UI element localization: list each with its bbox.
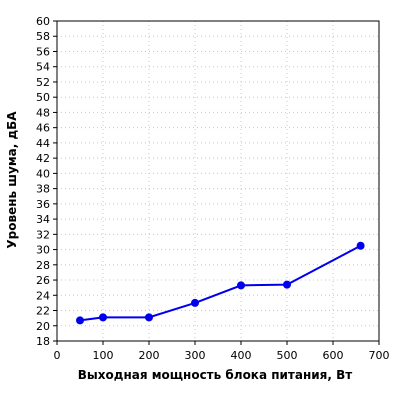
y-tick-label: 38 bbox=[36, 183, 50, 196]
x-tick-label: 400 bbox=[231, 349, 252, 362]
y-tick-label: 32 bbox=[36, 228, 50, 241]
data-point bbox=[356, 241, 365, 250]
x-axis-title: Выходная мощность блока питания, Вт bbox=[78, 368, 353, 382]
x-tick-label: 500 bbox=[277, 349, 298, 362]
y-tick-label: 54 bbox=[36, 61, 50, 74]
data-point bbox=[237, 281, 245, 290]
data-point bbox=[99, 313, 107, 322]
y-tick-label: 24 bbox=[36, 289, 50, 302]
series-line bbox=[79, 244, 362, 322]
series-group bbox=[76, 241, 365, 325]
x-axis: 0 100 200 300 400 500 600 700 bbox=[54, 341, 390, 362]
y-tick-label: 44 bbox=[36, 137, 50, 150]
x-tick-label: 300 bbox=[185, 349, 206, 362]
data-point bbox=[191, 298, 199, 307]
y-tick-label: 46 bbox=[36, 122, 50, 135]
y-tick-label: 18 bbox=[36, 335, 50, 348]
x-tick-label: 600 bbox=[323, 349, 344, 362]
x-tick-label: 100 bbox=[93, 349, 114, 362]
y-tick-label: 28 bbox=[36, 259, 50, 272]
data-point bbox=[145, 313, 153, 322]
y-tick-label: 20 bbox=[36, 320, 50, 333]
y-tick-label: 56 bbox=[36, 45, 50, 58]
y-tick-label: 40 bbox=[36, 167, 50, 180]
y-tick-label: 30 bbox=[36, 244, 50, 257]
plot-frame bbox=[56, 20, 380, 342]
x-tick-label: 700 bbox=[369, 349, 390, 362]
y-tick-label: 26 bbox=[36, 274, 50, 287]
y-tick-label: 52 bbox=[36, 76, 50, 89]
y-tick-label: 22 bbox=[36, 305, 50, 318]
y-tick-label: 42 bbox=[36, 152, 50, 165]
data-point bbox=[283, 280, 291, 289]
y-tick-label: 48 bbox=[36, 106, 50, 119]
y-tick-label: 58 bbox=[36, 30, 50, 43]
x-tick-label: 0 bbox=[54, 349, 61, 362]
y-axis: 18 20 22 24 26 28 30 32 34 36 38 40 42 44 46 48 50 52 54 56… bbox=[36, 15, 57, 348]
data-point bbox=[76, 316, 84, 325]
y-tick-label: 34 bbox=[36, 213, 50, 226]
grid bbox=[57, 21, 379, 341]
y-axis-title: Уровень шума, дБА bbox=[5, 111, 19, 249]
y-tick-label: 60 bbox=[36, 15, 50, 28]
y-tick-label: 36 bbox=[36, 198, 50, 211]
y-tick-label: 50 bbox=[36, 91, 50, 104]
x-tick-label: 200 bbox=[139, 349, 160, 362]
